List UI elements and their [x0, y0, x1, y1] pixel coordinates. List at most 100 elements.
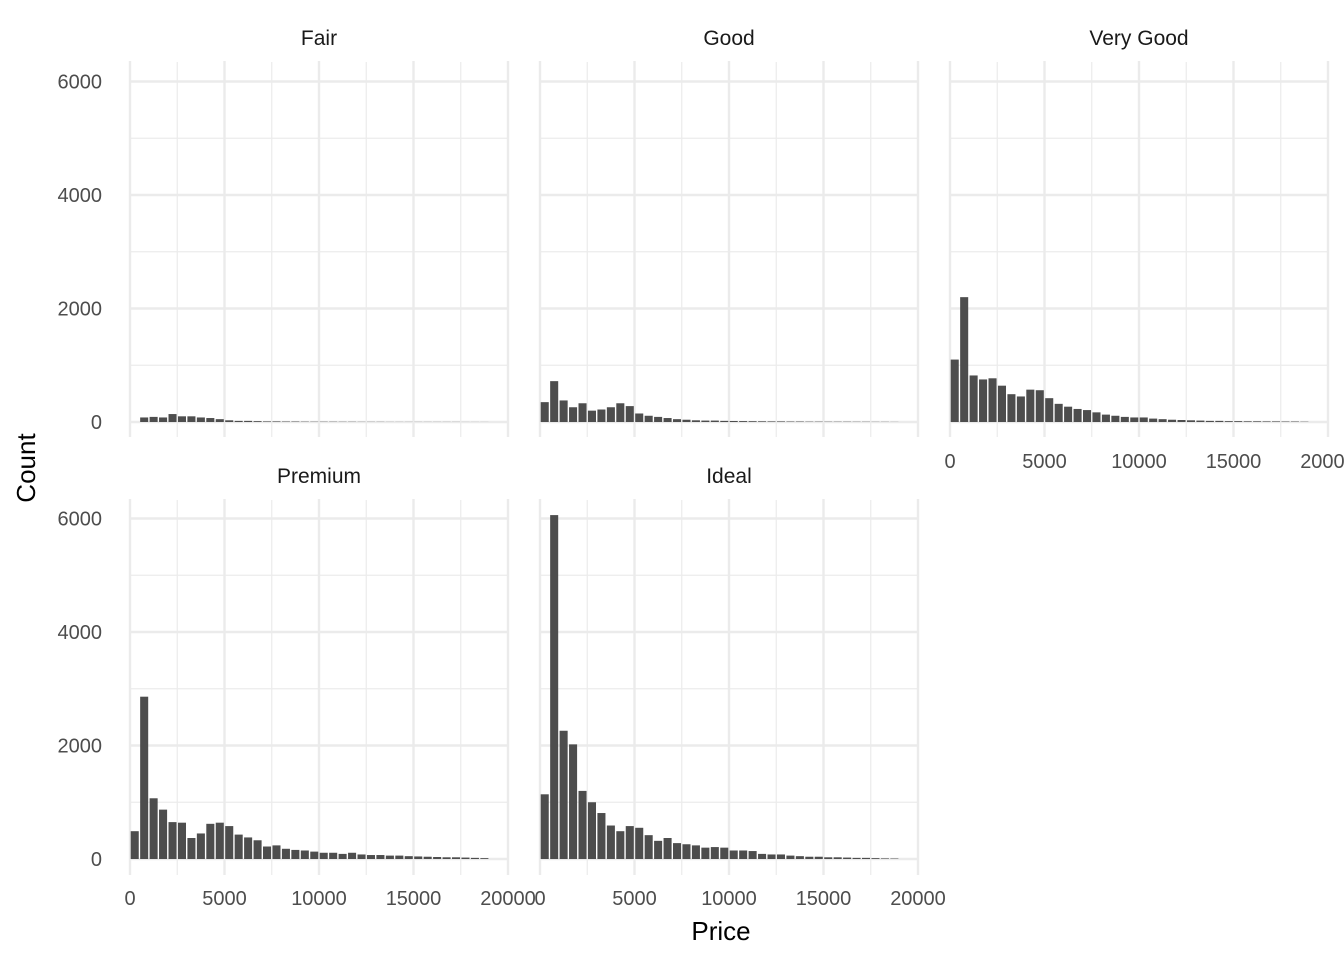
facet-strip-label: Premium [277, 465, 361, 488]
histogram-bar [988, 378, 997, 422]
facet-panel: Ideal 0 5000 10000 15000 20000 [534, 465, 945, 910]
histogram-bar [814, 856, 823, 859]
facet-strip-label: Ideal [706, 465, 752, 488]
histogram-bar [587, 802, 596, 859]
histogram-bar [1215, 420, 1224, 423]
facet-panel: Very Good 0 5000 10000 15000 20000 [944, 27, 1344, 473]
histogram-bar [1064, 406, 1073, 422]
y-tick-label: 4000 [58, 622, 103, 644]
y-tick-label: 0 [91, 849, 102, 871]
histogram-bar [739, 850, 748, 859]
histogram-bar [206, 418, 215, 422]
histogram-bar [1224, 421, 1233, 422]
histogram-bar [244, 837, 253, 859]
histogram-bar [470, 857, 479, 860]
histogram-bar [587, 410, 596, 422]
histogram-bar [1045, 398, 1054, 423]
histogram-bar [1073, 408, 1082, 422]
histogram-bar [767, 854, 776, 859]
histogram-bar [159, 809, 168, 859]
histogram-bar [569, 744, 578, 860]
histogram-bar [452, 857, 461, 859]
histogram-bar [329, 852, 338, 859]
histogram-bar [767, 421, 776, 422]
histogram-bar [795, 856, 804, 859]
histogram-bar [187, 838, 196, 859]
histogram-bar [1120, 416, 1129, 422]
histogram-bar [701, 847, 710, 859]
histogram-bar [1196, 420, 1205, 422]
x-tick-label: 10000 [701, 888, 757, 910]
histogram-bar [376, 855, 385, 859]
histogram-bar [310, 851, 319, 859]
histogram-bar [654, 840, 663, 859]
histogram-bar [871, 858, 880, 859]
facet-panel: Fair 0 2000 4000 6000 [58, 27, 510, 437]
histogram-bar [338, 853, 347, 859]
histogram-bar [281, 848, 290, 859]
histogram-bar [1016, 396, 1025, 422]
histogram-bar [291, 849, 300, 859]
histogram-bar [758, 853, 767, 859]
y-tick-label: 2000 [58, 299, 103, 321]
x-tick-label: 15000 [1206, 451, 1262, 473]
histogram-bar [1186, 420, 1195, 422]
histogram-bar [682, 844, 691, 860]
histogram-bar [578, 403, 587, 422]
histogram-bar [300, 850, 309, 859]
histogram-bar [673, 843, 682, 859]
x-tick-label: 20000 [1300, 451, 1344, 473]
histogram-bar [1026, 389, 1035, 422]
histogram-bar [404, 856, 413, 859]
x-tick-label: 5000 [202, 888, 247, 910]
histogram-bar [244, 420, 253, 423]
histogram-bar [559, 730, 568, 859]
histogram-bar [682, 419, 691, 422]
histogram-bar [177, 822, 186, 859]
histogram-bar [616, 403, 625, 422]
histogram-bar [843, 857, 852, 859]
histogram-bar [710, 420, 719, 422]
histogram-bar [319, 852, 328, 859]
x-tick-label: 0 [124, 888, 135, 910]
histogram-bar [969, 375, 978, 422]
histogram-bar [263, 421, 272, 422]
facet-panel: Premium 0 2000 4000 6000 0 5000 10000 15000 20000 [58, 465, 536, 910]
histogram-bar [597, 813, 606, 859]
histogram-bar [1243, 421, 1252, 422]
histogram-bar [168, 822, 177, 859]
histogram-bar [461, 857, 470, 859]
histogram-bar [852, 857, 861, 860]
histogram-bar [140, 696, 149, 859]
facet-strip-label: Fair [301, 27, 337, 50]
histogram-bar [1101, 414, 1110, 422]
histogram-bar [654, 416, 663, 422]
histogram-bar [357, 854, 366, 859]
y-tick-label: 0 [91, 412, 102, 434]
histogram-bar [1111, 415, 1120, 422]
histogram-bar [253, 840, 262, 859]
histogram-bar [187, 416, 196, 422]
histogram-bar [701, 420, 710, 422]
histogram-bar [168, 414, 177, 423]
histogram-bar [606, 407, 615, 423]
facet-panel: Good [538, 27, 920, 437]
histogram-bar [215, 822, 224, 859]
histogram-bar [663, 838, 672, 859]
histogram-bar [1272, 421, 1281, 422]
histogram-bar [234, 834, 243, 859]
histogram-bar [433, 857, 442, 859]
histogram-bar [776, 854, 785, 859]
histogram-bar [786, 855, 795, 860]
histogram-bar [569, 407, 578, 423]
histogram-bar [691, 420, 700, 422]
histogram-bar [263, 846, 272, 859]
x-tick-label: 0 [534, 888, 545, 910]
histogram-bar [423, 856, 432, 859]
histogram-bar [710, 847, 719, 859]
histogram-bar [196, 833, 205, 859]
histogram-bar [663, 418, 672, 422]
histogram-bar [196, 417, 205, 422]
histogram-bar [739, 421, 748, 422]
x-tick-label: 5000 [612, 888, 657, 910]
